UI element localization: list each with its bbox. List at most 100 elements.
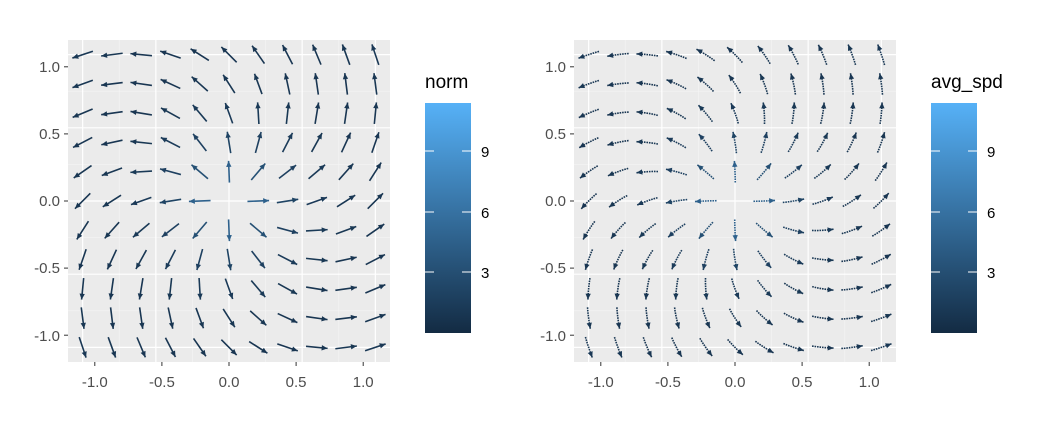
vector-arrow xyxy=(248,340,268,354)
vector-arrow xyxy=(130,51,153,57)
vector-arrow xyxy=(791,102,797,125)
vector-arrow xyxy=(159,167,182,176)
vector-arrow xyxy=(784,164,803,179)
vector-arrow xyxy=(760,131,769,154)
vector-arrow xyxy=(226,219,232,242)
legend: avg_spd 9 6 3 xyxy=(931,72,1003,333)
vector-arrow xyxy=(610,221,626,240)
x-tick-label: 0.0 xyxy=(725,374,746,391)
vector-arrow xyxy=(188,198,211,204)
vector-arrow xyxy=(278,164,297,180)
x-tick-label: -0.5 xyxy=(149,374,175,391)
vector-arrow xyxy=(101,81,123,88)
vector-arrow xyxy=(701,248,710,271)
vector-arrow xyxy=(79,277,85,300)
vector-arrow xyxy=(336,194,356,208)
vector-arrow xyxy=(364,343,386,352)
y-axis: 1.0 0.5 0.0 -0.5 -1.0 xyxy=(34,59,68,345)
vector-arrow xyxy=(250,280,266,298)
vector-arrow xyxy=(132,222,150,238)
vector-arrow xyxy=(730,278,740,300)
vector-arrow xyxy=(101,139,123,147)
vector-arrow xyxy=(811,257,834,263)
y-tick-label: -1.0 xyxy=(34,328,60,345)
vector-arrow xyxy=(101,110,123,117)
vector-arrow xyxy=(135,249,148,270)
vector-arrow xyxy=(584,336,594,358)
vector-arrow xyxy=(102,194,122,208)
vector-arrow xyxy=(755,222,774,238)
vector-arrow xyxy=(870,283,892,294)
vector-arrow xyxy=(364,313,386,323)
vector-arrow xyxy=(636,139,659,145)
vector-arrow xyxy=(365,253,386,266)
legend-label: 3 xyxy=(481,265,489,282)
vector-arrow xyxy=(636,109,658,117)
vector-arrow xyxy=(305,286,328,293)
vector-arrow xyxy=(874,162,888,182)
vector-arrow xyxy=(101,167,123,177)
vector-arrow xyxy=(790,73,797,95)
vector-arrow xyxy=(841,225,863,235)
vector-arrow xyxy=(579,165,599,179)
vector-arrow xyxy=(249,310,267,326)
vector-arrow xyxy=(608,194,628,208)
vector-arrow xyxy=(812,285,834,293)
vector-arrow xyxy=(281,132,294,153)
vector-arrow xyxy=(876,44,886,66)
vector-arrow xyxy=(585,277,591,300)
vector-arrow xyxy=(783,342,805,352)
vector-arrow xyxy=(285,102,291,125)
vector-arrow xyxy=(755,310,774,326)
vector-arrow xyxy=(757,250,772,269)
y-tick-label: 0.0 xyxy=(545,193,566,210)
vector-arrow xyxy=(74,192,91,210)
vector-arrow xyxy=(699,337,713,357)
vector-arrow xyxy=(641,249,654,270)
vector-arrow xyxy=(372,73,378,95)
vector-arrow xyxy=(373,102,379,125)
vector-arrow xyxy=(607,111,629,117)
vector-arrow xyxy=(250,250,266,269)
vector-layer xyxy=(72,44,386,358)
vector-arrow xyxy=(159,198,182,205)
x-axis: -1.0 -0.5 0.0 0.5 1.0 xyxy=(588,362,880,391)
vector-arrow xyxy=(848,73,855,95)
x-axis: -1.0 -0.5 0.0 0.5 1.0 xyxy=(82,362,374,391)
vector-arrow xyxy=(578,137,599,149)
vector-arrow xyxy=(305,227,328,233)
vector-arrow xyxy=(636,169,659,175)
legend-label: 6 xyxy=(481,205,489,222)
vector-arrow xyxy=(195,248,204,271)
vector-arrow xyxy=(754,340,774,354)
vector-arrow xyxy=(160,78,181,90)
vector-arrow xyxy=(80,307,86,329)
vector-arrow xyxy=(130,139,153,145)
x-tick-label: 0.0 xyxy=(219,374,240,391)
vector-arrow xyxy=(671,337,683,358)
vector-arrow xyxy=(613,249,624,270)
vector-arrow xyxy=(782,197,805,204)
colorbar xyxy=(425,103,471,333)
vector-arrow xyxy=(220,46,238,63)
vector-arrow xyxy=(578,79,600,89)
vector-arrow xyxy=(871,223,891,237)
colorbar xyxy=(931,103,977,333)
vector-arrow xyxy=(335,285,357,292)
y-tick-label: 1.0 xyxy=(545,59,566,76)
vector-arrow xyxy=(819,102,827,124)
vector-arrow xyxy=(371,131,380,153)
vector-arrow xyxy=(197,277,203,300)
vector-arrow xyxy=(730,102,740,124)
vector-arrow xyxy=(816,132,829,153)
vector-arrow xyxy=(78,336,87,358)
vector-arrow xyxy=(253,73,263,95)
vector-arrow xyxy=(580,193,598,210)
vector-arrow xyxy=(582,220,596,240)
vector-arrow xyxy=(130,109,153,116)
vector-arrow xyxy=(665,167,688,176)
legend-label: 9 xyxy=(481,144,489,161)
vector-arrow xyxy=(340,132,352,153)
vector-arrow xyxy=(698,133,713,152)
